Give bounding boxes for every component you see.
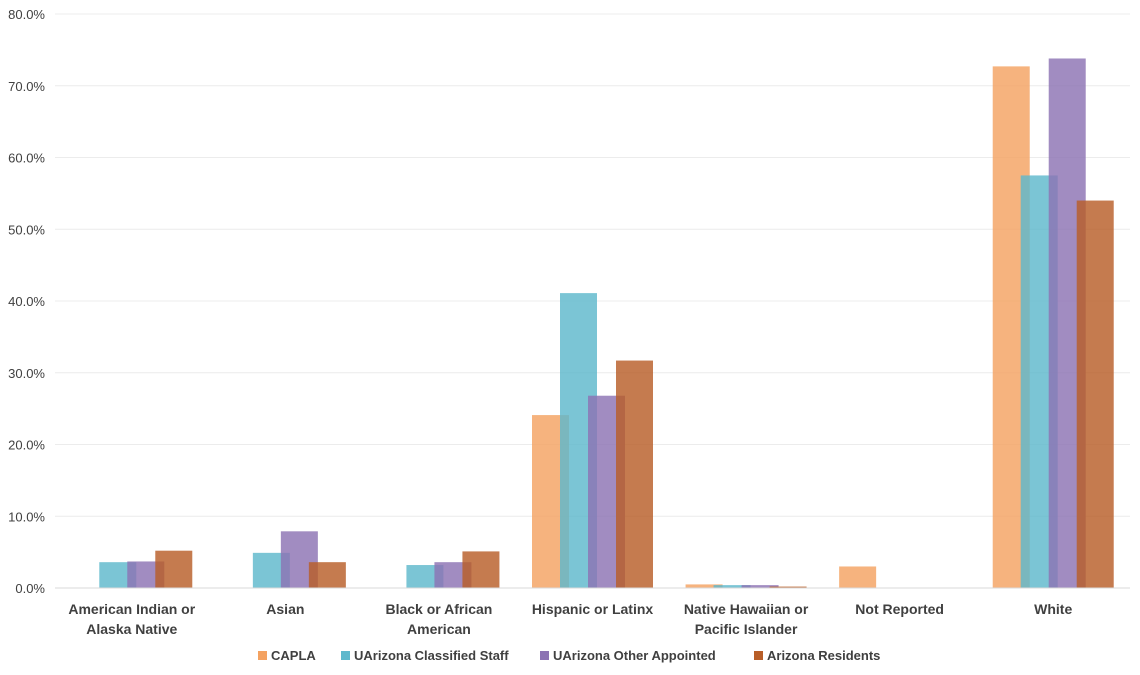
legend-label: UArizona Classified Staff [354, 648, 509, 663]
y-tick-label: 40.0% [8, 294, 45, 309]
bar [839, 566, 877, 588]
y-axis-ticks: 0.0% 10.0% 20.0% 30.0% 40.0% 50.0% 60.0% 70.0% 8… [8, 7, 45, 596]
bar [685, 584, 723, 588]
legend-swatch [258, 651, 267, 660]
y-tick-label: 80.0% [8, 7, 45, 22]
y-tick-label: 30.0% [8, 366, 45, 381]
bar [713, 585, 751, 588]
category-label: White [1034, 601, 1072, 617]
bar [406, 565, 444, 588]
y-tick-label: 60.0% [8, 151, 45, 166]
legend: CAPLA UArizona Classified Staff UArizona O… [258, 648, 880, 663]
legend-swatch [540, 651, 549, 660]
legend-label: CAPLA [271, 648, 316, 663]
bar [155, 550, 193, 588]
category-label: Pacific Islander [695, 621, 798, 637]
bar [616, 360, 653, 588]
category-label: Black or African [385, 601, 492, 617]
category-label: Not Reported [855, 601, 944, 617]
category-label: Native Hawaiian or [684, 601, 809, 617]
y-tick-label: 0.0% [15, 581, 45, 596]
category-label: American [407, 621, 471, 637]
category-label: Asian [266, 601, 304, 617]
bar [1076, 200, 1114, 589]
bar [308, 562, 346, 588]
y-tick-label: 10.0% [8, 509, 45, 524]
category-label: Hispanic or Latinx [532, 601, 654, 617]
legend-label: UArizona Other Appointed [553, 648, 716, 663]
legend-label: Arizona Residents [767, 648, 880, 663]
legend-swatch [754, 651, 763, 660]
bars [99, 58, 1114, 589]
bar [769, 586, 807, 588]
y-tick-label: 70.0% [8, 79, 45, 94]
category-labels: American Indian or Alaska Native Asian Blac… [68, 601, 1072, 637]
category-label: Alaska Native [86, 621, 177, 637]
y-tick-label: 50.0% [8, 222, 45, 237]
category-label: American Indian or [68, 601, 195, 617]
y-tick-label: 20.0% [8, 438, 45, 453]
legend-swatch [341, 651, 350, 660]
bar [741, 585, 779, 588]
bar [462, 551, 500, 588]
